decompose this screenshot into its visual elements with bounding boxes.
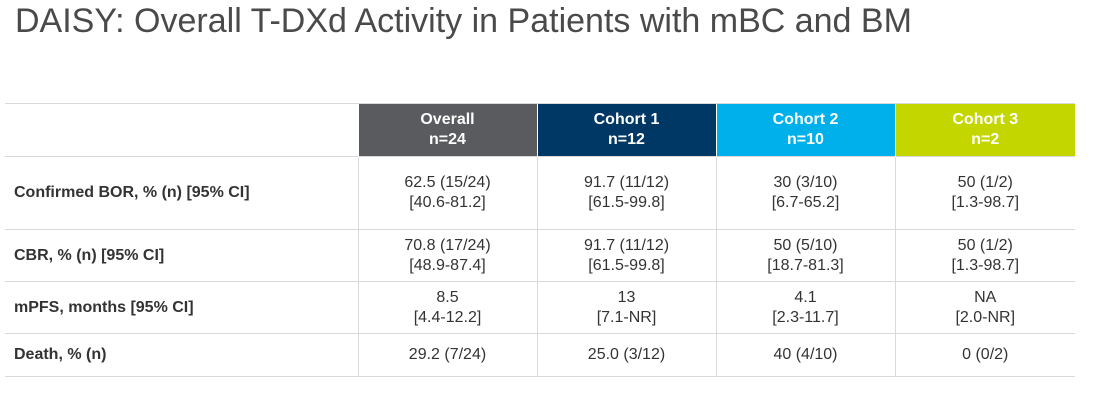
results-table: Overall n=24 Cohort 1 n=12 Cohort 2 n=10…: [5, 103, 1075, 377]
table-cell: 4.1 [2.3-11.7]: [715, 281, 895, 334]
table-cell: 0 (0/2): [894, 333, 1075, 377]
header-cohort-1-n: n=12: [608, 131, 645, 148]
cell-value: 0 (0/2): [962, 346, 1009, 363]
header-overall-n: n=24: [429, 131, 466, 148]
header-cohort-2: Cohort 2 n=10: [715, 103, 895, 157]
cell-ci: [48.9-87.4]: [409, 256, 486, 274]
header-cohort-2-n: n=10: [787, 131, 824, 148]
header-overall-label: Overall: [420, 111, 475, 128]
table-cell: 30 (3/10) [6.7-65.2]: [715, 156, 895, 230]
table-cell: 13 [7.1-NR]: [536, 281, 716, 334]
row-label: Confirmed BOR, % (n) [95% CI]: [5, 156, 358, 230]
row-label: mPFS, months [95% CI]: [5, 281, 358, 334]
cell-ci: [7.1-NR]: [596, 308, 657, 326]
table-row-confirmed-bor: Confirmed BOR, % (n) [95% CI] 62.5 (15/2…: [5, 156, 1075, 230]
cell-ci: [4.4-12.2]: [413, 308, 482, 326]
table-cell: 91.7 (11/12) [61.5-99.8]: [536, 229, 716, 282]
slide-title: DAISY: Overall T-DXd Activity in Patient…: [15, 2, 912, 40]
row-label: CBR, % (n) [95% CI]: [5, 229, 358, 282]
cell-value: NA: [974, 288, 997, 306]
header-cohort-3-label: Cohort 3: [952, 111, 1019, 128]
cell-ci: [2.3-11.7]: [772, 308, 839, 326]
table-cell: 8.5 [4.4-12.2]: [357, 281, 537, 334]
table-cell: 50 (5/10) [18.7-81.3]: [715, 229, 895, 282]
cell-ci: [18.7-81.3]: [767, 256, 844, 274]
header-cohort-3-n: n=2: [971, 131, 1000, 148]
table-cell: 50 (1/2) [1.3-98.7]: [894, 156, 1075, 230]
table-row-mpfs: mPFS, months [95% CI] 8.5 [4.4-12.2] 13 [7…: [5, 281, 1075, 334]
cell-ci: [1.3-98.7]: [951, 194, 1020, 211]
row-label: Death, % (n): [5, 333, 358, 377]
cell-value: 29.2 (7/24): [408, 346, 487, 363]
cell-ci: [61.5-99.8]: [588, 256, 665, 274]
cell-value: 25.0 (3/12): [587, 346, 666, 363]
cell-value: 91.7 (11/12): [583, 236, 670, 254]
cell-value: 70.8 (17/24): [404, 236, 491, 254]
cell-value: 50 (1/2): [957, 236, 1013, 254]
cell-ci: [61.5-99.8]: [588, 194, 665, 211]
cell-value: 91.7 (11/12): [583, 174, 670, 191]
cell-ci: [40.6-81.2]: [409, 194, 486, 211]
table-cell: 25.0 (3/12): [536, 333, 716, 377]
cell-ci: [1.3-98.7]: [951, 256, 1020, 274]
cell-ci: [6.7-65.2]: [771, 194, 840, 211]
header-cohort-1: Cohort 1 n=12: [536, 103, 716, 157]
table-cell: 50 (1/2) [1.3-98.7]: [894, 229, 1075, 282]
header-cohort-2-label: Cohort 2: [772, 111, 839, 128]
cell-value: 30 (3/10): [773, 174, 838, 191]
cell-value: 4.1: [794, 288, 817, 306]
cell-value: 8.5: [436, 288, 459, 306]
table-cell: 40 (4/10): [715, 333, 895, 377]
table-row-death: Death, % (n) 29.2 (7/24) 25.0 (3/12) 40 …: [5, 333, 1075, 377]
cell-value: 50 (5/10): [773, 236, 838, 254]
table-cell: 70.8 (17/24) [48.9-87.4]: [357, 229, 537, 282]
cell-ci: [2.0-NR]: [955, 308, 1016, 326]
table-cell: NA [2.0-NR]: [894, 281, 1075, 334]
header-cohort-3: Cohort 3 n=2: [894, 103, 1075, 157]
table-cell: 91.7 (11/12) [61.5-99.8]: [536, 156, 716, 230]
table-cell: 62.5 (15/24) [40.6-81.2]: [357, 156, 537, 230]
cell-value: 62.5 (15/24): [404, 174, 491, 191]
header-overall: Overall n=24: [357, 103, 537, 157]
cell-value: 13: [617, 288, 636, 306]
table-cell: 29.2 (7/24): [357, 333, 537, 377]
cell-value: 40 (4/10): [773, 346, 838, 363]
header-blank-cell: [5, 103, 358, 157]
header-cohort-1-label: Cohort 1: [593, 111, 660, 128]
table-header-row: Overall n=24 Cohort 1 n=12 Cohort 2 n=10…: [5, 103, 1075, 157]
cell-value: 50 (1/2): [957, 174, 1013, 191]
table-row-cbr: CBR, % (n) [95% CI] 70.8 (17/24) [48.9-87…: [5, 229, 1075, 282]
